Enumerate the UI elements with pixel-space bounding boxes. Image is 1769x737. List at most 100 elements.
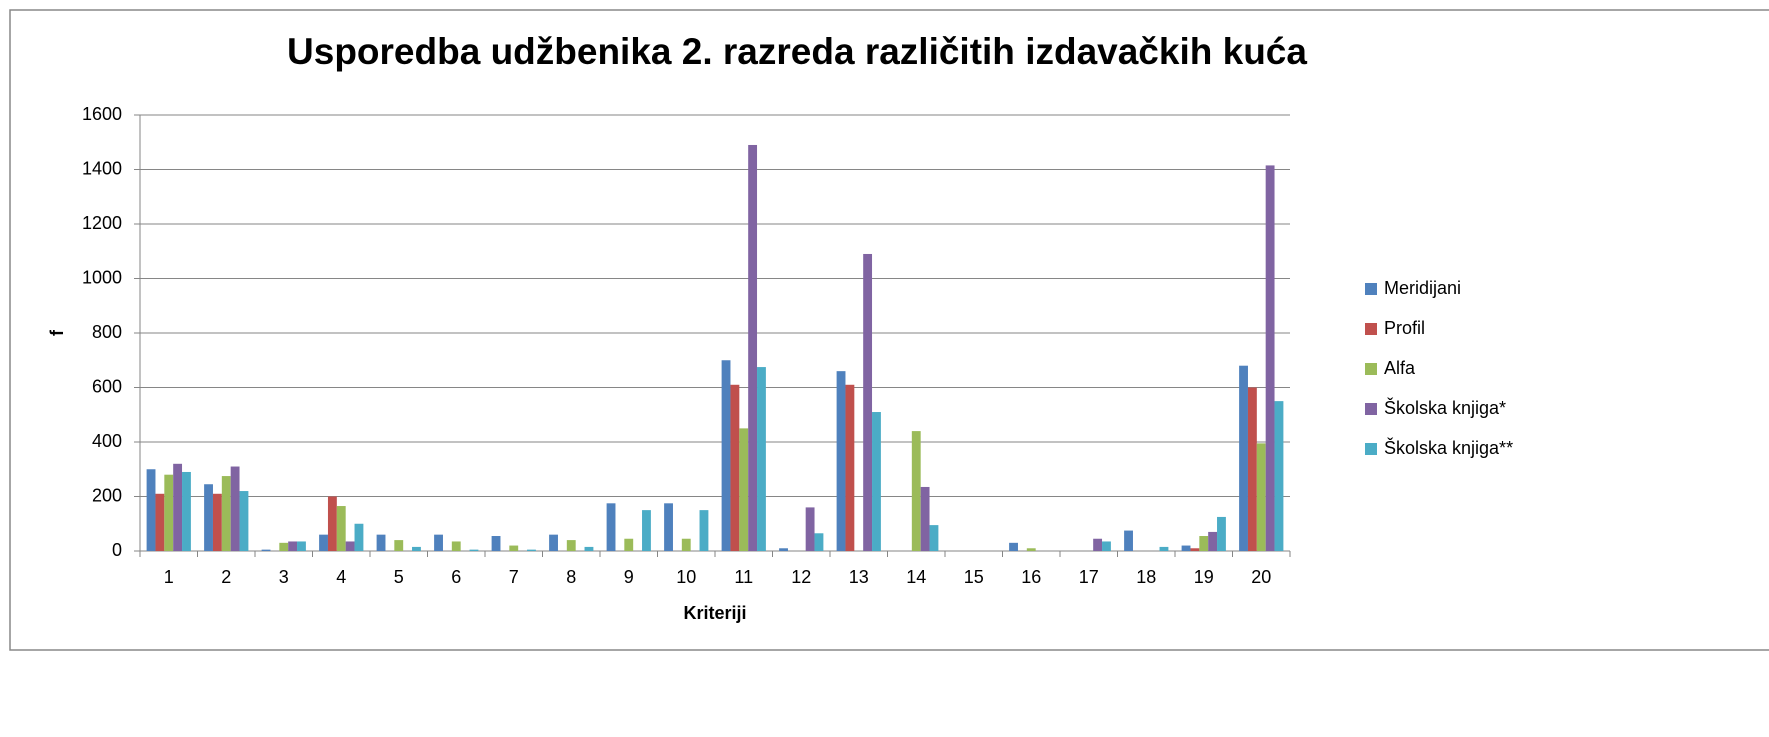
x-tick-label: 4: [336, 567, 346, 587]
x-tick-label: 15: [964, 567, 984, 587]
x-tick-label: 14: [906, 567, 926, 587]
y-tick-label: 0: [112, 540, 122, 560]
bar: [394, 540, 404, 551]
bar: [549, 534, 558, 551]
bar: [1217, 516, 1226, 551]
bar: [584, 546, 594, 551]
bar: [1102, 541, 1111, 551]
bar: [491, 536, 501, 551]
bar: [146, 469, 156, 551]
x-tick-label: 16: [1021, 567, 1041, 587]
bar: [1190, 548, 1200, 551]
legend-label: Meridijani: [1384, 278, 1461, 298]
bar: [434, 534, 443, 551]
bar: [327, 496, 337, 551]
bar: [748, 144, 758, 551]
x-tick-label: 6: [451, 567, 461, 587]
x-tick-label: 10: [676, 567, 696, 587]
bar: [173, 463, 183, 551]
bar: [929, 525, 939, 551]
bar: [805, 507, 815, 551]
x-tick-label: 7: [509, 567, 519, 587]
bar: [1256, 443, 1266, 551]
bar: [779, 548, 788, 551]
legend-swatch: [1365, 403, 1377, 415]
y-tick-label: 1400: [82, 158, 122, 178]
bar: [1208, 531, 1218, 551]
bar: [469, 549, 479, 551]
x-tick-label: 17: [1079, 567, 1099, 587]
bar: [872, 412, 881, 551]
y-axis-label: f: [47, 329, 67, 336]
bar: [1199, 536, 1209, 551]
bar: [699, 510, 709, 551]
legend-label: Profil: [1384, 318, 1425, 338]
x-tick-label: 12: [791, 567, 811, 587]
y-tick-label: 1600: [82, 104, 122, 124]
bar: [1026, 548, 1036, 551]
bar: [911, 431, 921, 551]
bar: [1265, 165, 1275, 551]
bar: [1124, 530, 1133, 551]
bar: [1009, 542, 1018, 551]
bar: [182, 471, 191, 551]
bar: [863, 253, 873, 551]
bar: [845, 384, 855, 551]
bar: [1093, 538, 1103, 551]
bar: [412, 546, 421, 551]
bar: [1274, 401, 1284, 551]
bar: [814, 533, 824, 551]
bar: [239, 491, 249, 551]
x-tick-label: 8: [566, 567, 576, 587]
bar: [221, 476, 231, 551]
bar: [1247, 387, 1257, 551]
bar: [164, 474, 174, 551]
x-axis-label: Kriteriji: [683, 603, 746, 623]
bar: [606, 503, 616, 551]
bar: [336, 506, 346, 551]
bar: [836, 371, 846, 551]
bar: [345, 541, 355, 551]
legend-swatch: [1365, 363, 1377, 375]
bar: [566, 540, 576, 551]
chart-frame: [9, 9, 1769, 651]
bar: [721, 360, 731, 551]
x-tick-label: 18: [1136, 567, 1156, 587]
bar: [624, 538, 634, 551]
bar: [642, 510, 651, 551]
bar: [730, 384, 740, 551]
y-tick-label: 400: [92, 431, 122, 451]
bar: [920, 486, 930, 551]
y-tick-label: 600: [92, 376, 122, 396]
legend-swatch: [1365, 283, 1377, 295]
legend-swatch: [1365, 443, 1377, 455]
bar: [204, 484, 213, 551]
x-tick-label: 13: [849, 567, 869, 587]
x-tick-label: 9: [624, 567, 634, 587]
bar: [297, 541, 306, 551]
bar: [155, 493, 165, 551]
bar: [1159, 546, 1169, 551]
bar: [319, 534, 328, 551]
y-tick-label: 1200: [82, 213, 122, 233]
bar: [527, 549, 536, 551]
y-tick-label: 200: [92, 485, 122, 505]
x-tick-label: 1: [164, 567, 174, 587]
bar: [279, 542, 289, 551]
bar: [212, 493, 222, 551]
bar: [1181, 545, 1191, 551]
y-tick-label: 1000: [82, 267, 122, 287]
bar: [354, 523, 364, 551]
legend-label: Školska knjiga*: [1384, 397, 1506, 418]
legend-label: Alfa: [1384, 358, 1416, 378]
bar: [509, 545, 519, 551]
legend-label: Školska knjiga**: [1384, 437, 1513, 458]
x-tick-label: 2: [221, 567, 231, 587]
chart-title: Usporedba udžbenika 2. razreda različiti…: [287, 31, 1307, 72]
x-tick-label: 3: [279, 567, 289, 587]
legend-swatch: [1365, 323, 1377, 335]
bar: [681, 538, 691, 551]
bar: [757, 367, 766, 551]
x-tick-label: 11: [734, 567, 753, 587]
